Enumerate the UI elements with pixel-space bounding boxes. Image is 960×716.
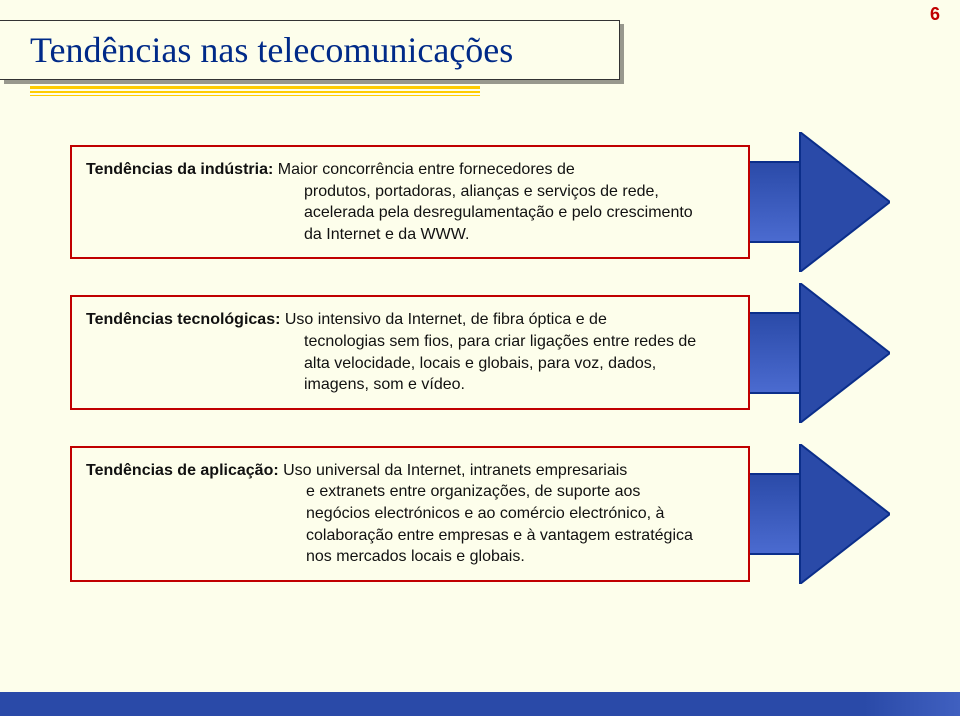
card-text: Tendências tecnológicas: Uso intensivo d… xyxy=(86,309,708,395)
card-box: Tendências de aplicação: Uso universal d… xyxy=(70,446,750,582)
card-item: Tendências da indústria: Maior concorrên… xyxy=(70,145,890,259)
card-body-rest: e extranets entre organizações, de supor… xyxy=(86,481,708,567)
card-body-rest: produtos, portadoras, alianças e serviço… xyxy=(86,181,708,246)
cards-container: Tendências da indústria: Maior concorrên… xyxy=(70,145,890,618)
page-title: Tendências nas telecomunicações xyxy=(30,29,611,71)
title-underline xyxy=(0,86,620,96)
arrow-icon xyxy=(730,132,890,272)
card-lead: Tendências tecnológicas: xyxy=(86,311,280,328)
page-number: 6 xyxy=(930,4,940,25)
card-text: Tendências de aplicação: Uso universal d… xyxy=(86,460,708,568)
bottom-bar xyxy=(0,692,960,716)
card-body-first: Maior concorrência entre fornecedores de xyxy=(273,161,575,178)
card-box: Tendências da indústria: Maior concorrên… xyxy=(70,145,750,259)
card-body-first: Uso universal da Internet, intranets emp… xyxy=(279,462,628,479)
card-box: Tendências tecnológicas: Uso intensivo d… xyxy=(70,295,750,409)
title-bar: Tendências nas telecomunicações xyxy=(0,20,620,80)
card-text: Tendências da indústria: Maior concorrên… xyxy=(86,159,708,245)
card-lead: Tendências de aplicação: xyxy=(86,462,279,479)
card-body-first: Uso intensivo da Internet, de fibra ópti… xyxy=(280,311,606,328)
card-lead: Tendências da indústria: xyxy=(86,161,273,178)
card-item: Tendências de aplicação: Uso universal d… xyxy=(70,446,890,582)
arrow-icon xyxy=(730,444,890,584)
slide-header: Tendências nas telecomunicações xyxy=(0,20,620,96)
arrow-icon xyxy=(730,283,890,423)
card-body-rest: tecnologias sem fios, para criar ligaçõe… xyxy=(86,331,708,396)
card-item: Tendências tecnológicas: Uso intensivo d… xyxy=(70,295,890,409)
